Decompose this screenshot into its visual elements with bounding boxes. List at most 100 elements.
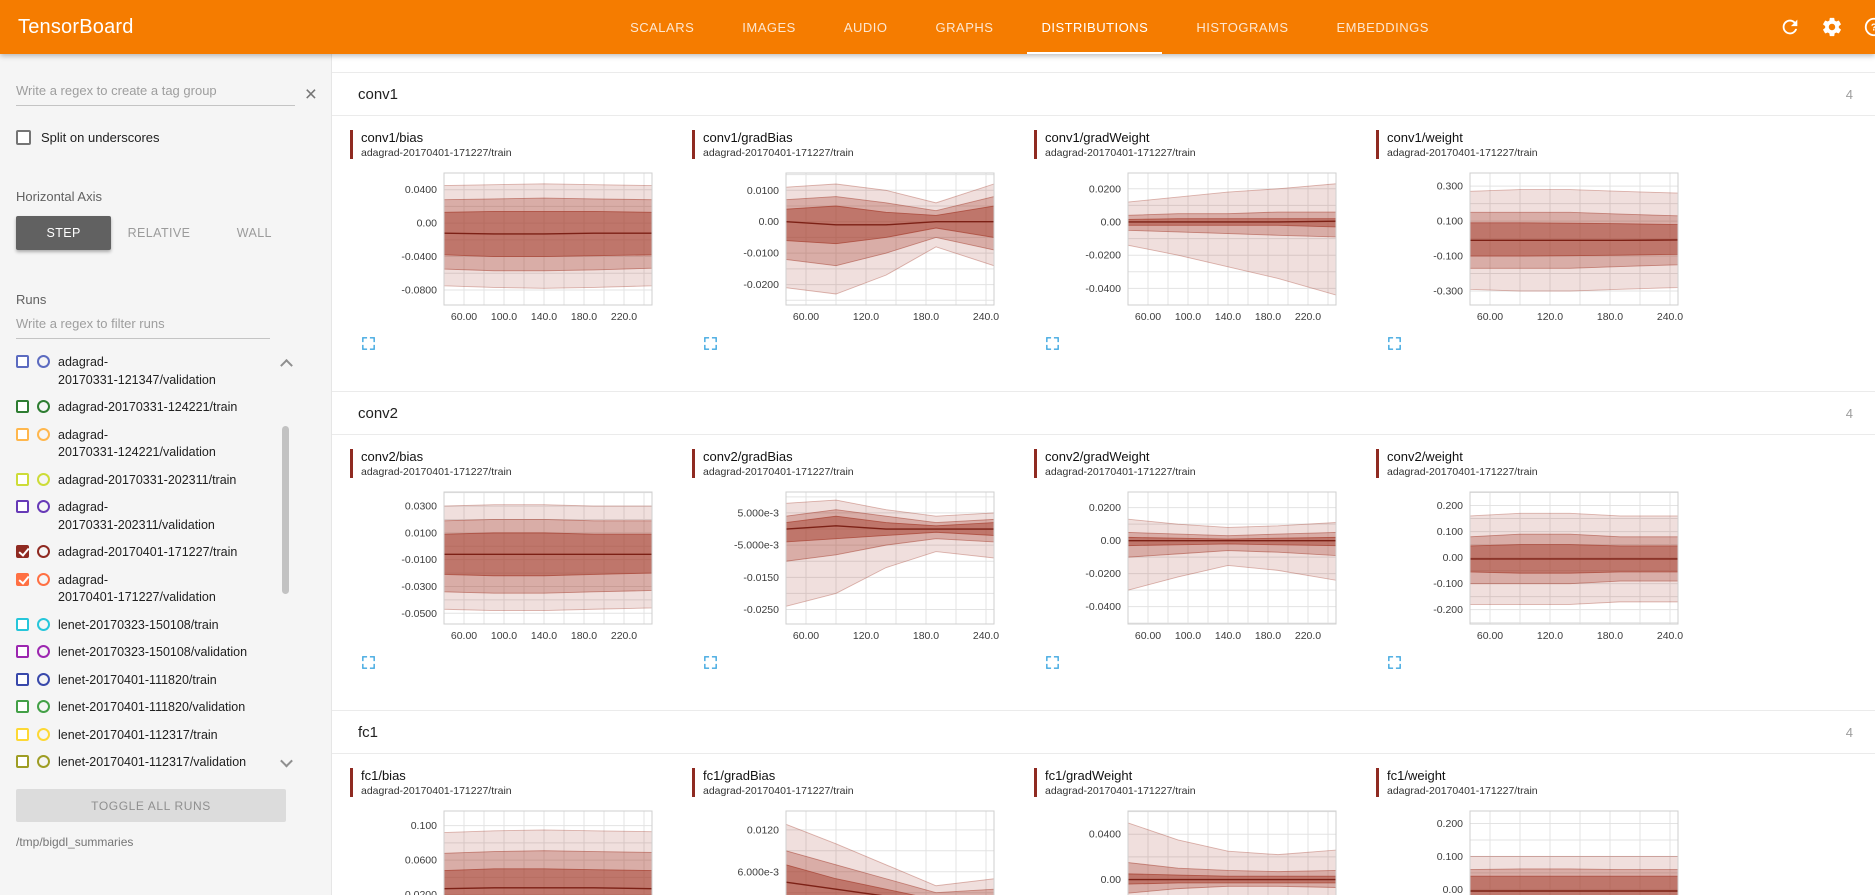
run-color-circle-icon[interactable] xyxy=(37,645,50,658)
checkbox-icon[interactable] xyxy=(16,130,31,145)
axis-option-step[interactable]: STEP xyxy=(16,216,112,250)
scroll-down-icon[interactable] xyxy=(282,758,291,767)
run-color-circle-icon[interactable] xyxy=(37,545,50,558)
distribution-plot[interactable]: 0.300 0.100 -0.100 -0.300 60.00 120.0 180.0 240… xyxy=(1374,165,1688,331)
distribution-plot[interactable]: 0.200 0.100 0.00 -0.100 -0.200 60.00 120.0 180.… xyxy=(1374,484,1688,650)
run-checkbox-icon[interactable] xyxy=(16,355,29,368)
expand-chart-icon[interactable] xyxy=(702,654,720,672)
nav-tabs: SCALARS IMAGES AUDIO GRAPHS DISTRIBUTION… xyxy=(280,0,1779,54)
refresh-icon[interactable] xyxy=(1779,16,1801,38)
run-color-circle-icon[interactable] xyxy=(37,617,50,631)
run-color-circle-icon[interactable] xyxy=(37,427,50,441)
run-row[interactable]: lenet-20170323-150108/train xyxy=(16,612,278,640)
run-row[interactable]: adagrad-20170401-171227/train xyxy=(16,539,278,567)
run-color-circle-icon[interactable] xyxy=(37,727,50,741)
nav-tab-histograms[interactable]: HISTOGRAMS xyxy=(1172,0,1312,54)
run-color-circle-icon[interactable] xyxy=(37,355,50,368)
run-checkbox-icon[interactable] xyxy=(16,645,29,658)
tag-regex-input[interactable] xyxy=(16,78,295,106)
distribution-plot[interactable]: 0.0400 0.00 -0.0400 -0.0800 60.00 100.0 140.0 1… xyxy=(348,165,662,331)
run-regex-input[interactable] xyxy=(16,311,270,339)
run-row[interactable]: adagrad- 20170331-124221/validation xyxy=(16,422,278,467)
run-checkbox-icon[interactable] xyxy=(16,572,29,586)
run-row[interactable]: lenet-20170323-150108/validation xyxy=(16,639,278,667)
axis-option-wall[interactable]: WALL xyxy=(207,216,302,250)
main-content: conv1 4 conv1/bias adagrad-20170401-1712… xyxy=(332,54,1875,895)
run-row[interactable]: adagrad- 20170331-202311/validation xyxy=(16,494,278,539)
distribution-plot[interactable]: 0.0200 0.00 -0.0200 -0.0400 60.00 100.0 140.0 1… xyxy=(1032,484,1346,650)
settings-gear-icon[interactable] xyxy=(1821,16,1843,38)
run-checkbox-icon[interactable] xyxy=(16,700,29,713)
runs-scrollbar[interactable] xyxy=(279,356,293,773)
run-row[interactable]: lenet-20170401-112317/train xyxy=(16,722,278,750)
run-checkbox-icon[interactable] xyxy=(16,617,29,631)
clear-icon[interactable]: × xyxy=(304,83,317,106)
run-name: adagrad- 20170331-202311/validation xyxy=(58,500,215,532)
run-row[interactable]: adagrad- 20170401-171227/validation xyxy=(16,567,278,612)
nav-tab-distributions[interactable]: DISTRIBUTIONS xyxy=(1017,0,1172,54)
run-checkbox-icon[interactable] xyxy=(16,755,29,768)
run-row[interactable]: adagrad- 20170331-121347/validation xyxy=(16,349,278,394)
nav-tab-graphs[interactable]: GRAPHS xyxy=(912,0,1018,54)
distribution-plot[interactable]: 0.04000.00-0.040060.00100.0140.0180.0220… xyxy=(1032,803,1346,895)
run-color-circle-icon[interactable] xyxy=(37,572,50,586)
nav-tab-scalars[interactable]: SCALARS xyxy=(606,0,718,54)
chart-card: conv2/gradWeight adagrad-20170401-171227… xyxy=(1032,449,1374,672)
category-header[interactable]: conv1 4 xyxy=(332,72,1875,116)
distribution-plot[interactable]: 0.0200 0.00 -0.0200 -0.0400 60.00 100.0 140.0 1… xyxy=(1032,165,1346,331)
svg-text:120.0: 120.0 xyxy=(1537,630,1563,642)
category-header[interactable]: fc1 4 xyxy=(332,710,1875,754)
run-color-circle-icon[interactable] xyxy=(37,700,50,713)
run-row[interactable]: adagrad-20170331-124221/train xyxy=(16,394,278,422)
run-checkbox-icon[interactable] xyxy=(16,500,29,513)
run-color-circle-icon[interactable] xyxy=(37,500,50,513)
distribution-plot[interactable]: 5.000e-3 -5.000e-3 -0.0150 -0.0250 60.00 120.… xyxy=(690,484,1004,650)
distribution-plot[interactable]: 0.0300 0.0100 -0.0100 -0.0300 -0.0500 60.00 10… xyxy=(348,484,662,650)
run-checkbox-icon[interactable] xyxy=(16,472,29,486)
run-checkbox-icon[interactable] xyxy=(16,545,29,558)
run-checkbox-icon[interactable] xyxy=(16,727,29,741)
svg-text:0.0400: 0.0400 xyxy=(1089,829,1121,841)
run-name: adagrad- 20170331-121347/validation xyxy=(58,355,216,387)
category-header[interactable]: conv2 4 xyxy=(332,391,1875,435)
run-color-circle-icon[interactable] xyxy=(37,755,50,768)
nav-tab-audio[interactable]: AUDIO xyxy=(820,0,912,54)
run-checkbox-icon[interactable] xyxy=(16,672,29,686)
run-checkbox-icon[interactable] xyxy=(16,400,29,413)
expand-chart-icon[interactable] xyxy=(360,654,378,672)
svg-text:-0.0300: -0.0300 xyxy=(401,581,437,593)
run-color-circle-icon[interactable] xyxy=(37,672,50,686)
expand-chart-icon[interactable] xyxy=(360,335,378,353)
expand-chart-icon[interactable] xyxy=(1386,654,1404,672)
run-color-circle-icon[interactable] xyxy=(37,472,50,486)
chart-card: conv1/bias adagrad-20170401-171227/train… xyxy=(348,130,690,353)
run-color-circle-icon[interactable] xyxy=(37,400,50,413)
distribution-plot[interactable]: 0.1000.06000.0200-0.020060.00100.0140.01… xyxy=(348,803,662,895)
axis-option-relative[interactable]: RELATIVE xyxy=(111,216,206,250)
toggle-all-runs-button[interactable]: TOGGLE ALL RUNS xyxy=(16,789,286,822)
scrollbar-thumb[interactable] xyxy=(282,426,289,594)
expand-chart-icon[interactable] xyxy=(1386,335,1404,353)
run-row[interactable]: lenet-20170401-111820/train xyxy=(16,667,278,695)
svg-text:-0.0400: -0.0400 xyxy=(1085,283,1121,295)
chart-card: conv2/gradBias adagrad-20170401-171227/t… xyxy=(690,449,1032,672)
run-row[interactable]: lenet-20170401-112317/validation xyxy=(16,749,278,773)
split-underscores-row[interactable]: Split on underscores xyxy=(16,130,315,145)
run-checkbox-icon[interactable] xyxy=(16,427,29,441)
tag-category-conv1: conv1 4 conv1/bias adagrad-20170401-1712… xyxy=(332,72,1875,391)
expand-chart-icon[interactable] xyxy=(1044,654,1062,672)
nav-tab-images[interactable]: IMAGES xyxy=(718,0,820,54)
svg-text:0.00: 0.00 xyxy=(1443,552,1464,564)
help-icon[interactable]: ? xyxy=(1863,16,1875,38)
run-row[interactable]: lenet-20170401-111820/validation xyxy=(16,694,278,722)
distribution-plot[interactable]: 0.0100 0.00 -0.0100 -0.0200 60.00 120.0 180.0 2… xyxy=(690,165,1004,331)
svg-text:180.0: 180.0 xyxy=(1255,311,1281,323)
expand-chart-icon[interactable] xyxy=(702,335,720,353)
expand-chart-icon[interactable] xyxy=(1044,335,1062,353)
run-row[interactable]: adagrad-20170331-202311/train xyxy=(16,467,278,495)
scroll-up-icon[interactable] xyxy=(282,358,291,367)
svg-text:0.0120: 0.0120 xyxy=(747,824,779,836)
nav-tab-embeddings[interactable]: EMBEDDINGS xyxy=(1313,0,1453,54)
